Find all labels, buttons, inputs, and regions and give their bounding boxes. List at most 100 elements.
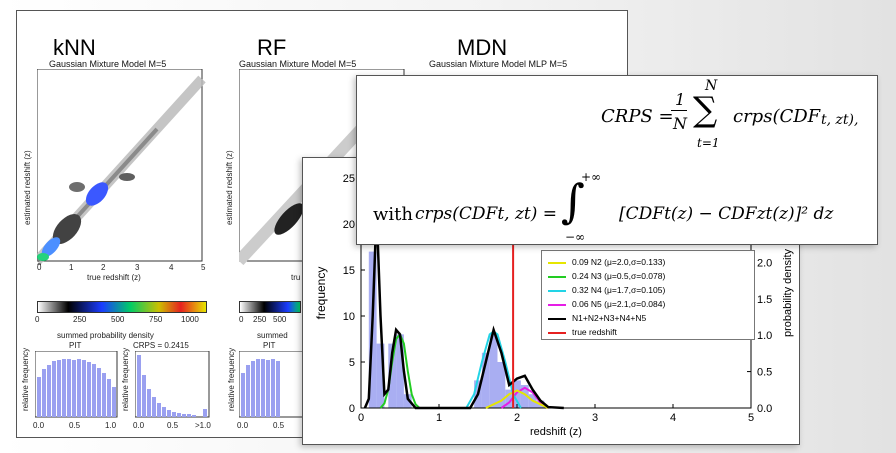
knn-x-tick-4: 4 [169,263,174,272]
histogram-bar [388,343,397,408]
series-line [500,386,549,409]
y-tick-label: 20 [343,219,355,231]
y-tick-label: 0 [349,403,355,415]
knn-x-tick-5: 5 [201,263,206,272]
series-line [485,389,549,409]
x-tick-label: 2 [514,412,520,424]
histogram-bar [403,394,412,408]
legend-item-true-redshift: true redshift [548,327,617,339]
legend-item-n4: 0.32 N4 (μ=1.7,σ=0.105) [548,285,665,297]
knn-pit-title: PIT [69,341,82,350]
knn-cbar-tick-4: 1000 [181,315,199,324]
knn-cbar-tick-2: 500 [111,315,125,324]
knn-crps-title: CRPS = 0.2415 [133,341,189,350]
y-tick-label: 5 [349,357,355,369]
rf-subtitle: Gaussian Mixture Model M=5 [239,59,357,69]
knn-crps-tick-2: >1.0 [195,421,211,430]
knn-x-tick-2: 2 [101,263,106,272]
y2-tick-label: 0.0 [757,403,772,415]
y2-tick-label: 0.5 [757,367,772,379]
y-tick-label: 25 [343,173,355,185]
crps-formula-panel: CRPS = 1 N N ∑ t=1 crps(CDF t, zt), with… [356,75,878,245]
formula-frac-bar [671,110,687,111]
formula-with: with [373,204,413,225]
knn-ylabel: estimated redshift (z) [23,150,32,225]
y2-axis-label: probability density [782,248,794,337]
formula-sum-top: N [705,78,718,94]
y2-tick-label: 2.0 [757,257,772,269]
knn-cbar-tick-0: 0 [35,315,40,324]
rf-cbar-tick-2: 500 [273,315,287,324]
formula-crps-call: crps(CDF [733,106,821,127]
x-axis-label: redshift (z) [530,426,582,438]
rf-colorbar-label: summed [257,331,288,340]
y2-tick-label: 1.5 [757,294,772,306]
rf-pit-histogram [239,351,303,418]
x-tick-label: 1 [436,412,442,424]
knn-colorbar-label: summed probability density [57,331,154,340]
histogram-bar [396,334,404,408]
knn-density-plot: 0 [37,69,206,265]
x-tick-label: 3 [592,412,598,424]
legend-item-n5: 0.06 N5 (μ=2.1,σ=0.084) [548,299,665,311]
histogram-bar [520,385,529,408]
rf-ylabel: estimated redshift (z) [225,150,234,225]
formula-crps-lhs: CRPS = [601,106,674,127]
y-tick-label: 10 [343,311,355,323]
y-axis-label: frequency [314,267,328,320]
formula-sum-bottom: t=1 [697,136,720,150]
knn-crps-histogram [135,351,210,418]
y2-tick-label: 1.0 [757,330,772,342]
formula-int-bottom: −∞ [565,230,586,244]
rf-cbar-tick-0: 0 [239,315,244,324]
histogram-bar [497,362,506,408]
formula-sum-symbol: ∑ [693,90,718,130]
formula-integral: ∫ [561,174,585,228]
chart-legend: 0.09 N2 (μ=2.0,σ=0.133) 0.24 N3 (μ=0.5,σ… [541,250,755,340]
knn-xlabel: true redshift (z) [87,273,141,282]
knn-cbar-tick-3: 750 [149,315,163,324]
formula-integrand: [CDFt(z) − CDFzt(z)]² dz [619,204,834,224]
knn-crps-tick-1: 0.5 [167,421,179,430]
knn-crps-ylabel: relative frequency [121,347,130,411]
x-tick-label: 4 [670,412,676,424]
knn-cbar-tick-1: 250 [73,315,87,324]
formula-frac-num: 1 [675,90,686,109]
x-tick-label: 0 [358,412,364,424]
histogram-bar [481,352,490,408]
knn-crps-tick-0: 0.0 [133,421,145,430]
rf-xlabel: tru [291,273,301,282]
formula-int-top: +∞ [581,170,602,184]
histogram-bar [489,334,498,408]
legend-item-sum: N1+N2+N3+N4+N5 [548,313,646,325]
formula-line1-tail: t, zt), [821,112,859,128]
mdn-title: MDN [457,35,508,60]
x-tick-label: 5 [748,412,754,424]
knn-subtitle: Gaussian Mixture Model M=5 [49,59,167,69]
histogram-bar [505,389,514,408]
knn-pit-tick-0: 0.0 [33,421,45,430]
histogram-bar [376,343,385,408]
rf-pit-title: PIT [263,341,276,350]
y-tick-label: 15 [343,265,355,277]
svg-text:0: 0 [37,262,42,265]
rf-title: RF [257,35,287,60]
legend-item-n3: 0.24 N3 (μ=0.5,σ=0.078) [548,271,665,283]
rf-pit-tick-0: 0.0 [237,421,249,430]
rf-colorbar [239,301,301,313]
knn-x-tick-1: 1 [69,263,74,272]
series-line [363,210,564,410]
knn-pit-tick-1: 0.5 [69,421,81,430]
knn-pit-histogram [35,351,118,418]
knn-title: kNN [53,35,96,60]
rf-cbar-tick-1: 250 [253,315,267,324]
knn-x-tick-0: 0 [37,263,42,272]
legend-item-n2: 0.09 N2 (μ=2.0,σ=0.133) [548,257,665,269]
histogram-bar [513,380,521,408]
knn-colorbar [37,301,207,313]
knn-x-tick-3: 3 [135,263,140,272]
rf-pit-ylabel: relative frequency [227,347,236,411]
formula-crps-def: crps(CDFt, zt) = [415,204,558,224]
rf-pit-tick-1: 0.5 [273,421,285,430]
mdn-subtitle: Gaussian Mixture Model MLP M=5 [429,59,568,69]
